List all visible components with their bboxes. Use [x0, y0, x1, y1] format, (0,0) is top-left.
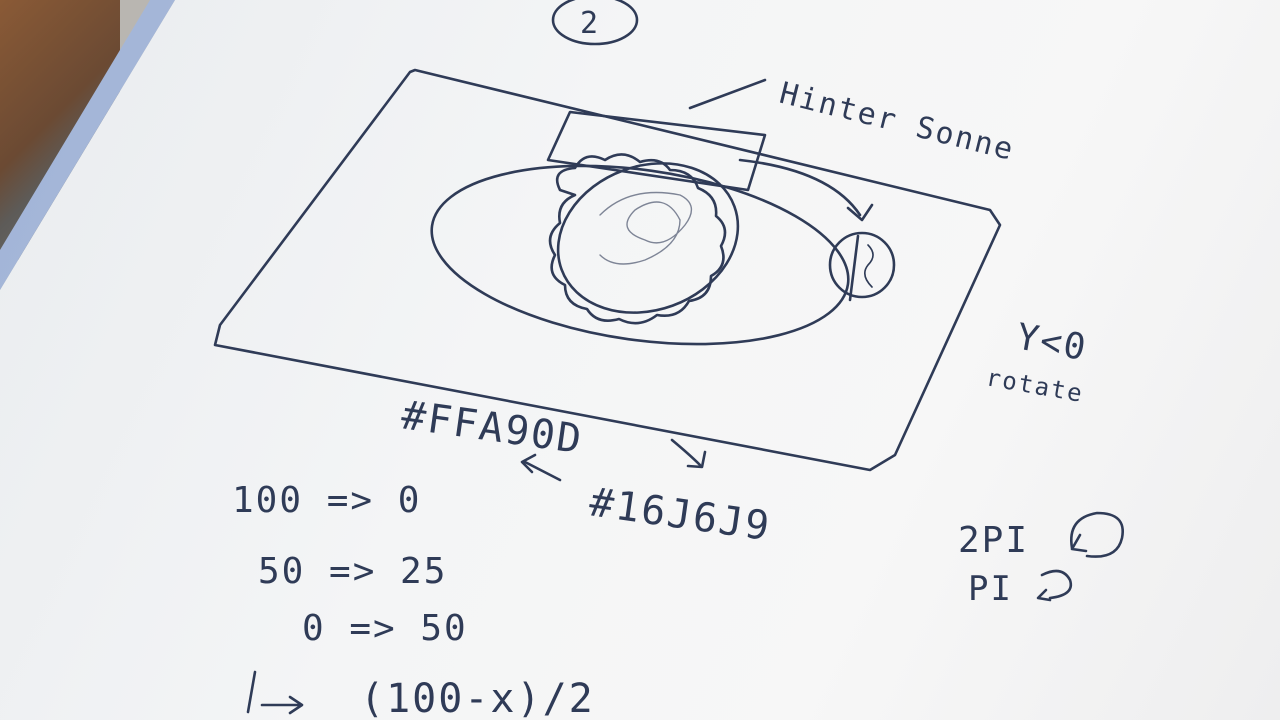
planet-axis — [848, 234, 860, 302]
orbit-arrow — [738, 158, 862, 217]
planet-circle — [828, 231, 896, 299]
behind-sun-rectangle — [546, 110, 767, 192]
label-rotate: rotate — [984, 363, 1086, 408]
color-to: #16J6J9 — [587, 479, 774, 550]
color-arrow-left-head — [520, 453, 537, 474]
mapping-line-3: 0 => 50 — [302, 608, 468, 649]
full-rotation-icon — [1069, 511, 1124, 558]
planet-shading — [864, 244, 874, 288]
color-arrow-right-head — [686, 450, 707, 469]
label-pointer-line — [688, 78, 767, 110]
sun-scribble — [599, 191, 693, 265]
page-number: 2 — [580, 6, 600, 41]
result-arrow — [260, 695, 304, 715]
mapping-formula: (100-x)/2 — [360, 676, 595, 720]
half-rotation-icon — [1036, 569, 1073, 602]
mapping-line-2: 50 => 25 — [258, 551, 447, 592]
label-hinter-sonne: Hinter Sonne — [776, 76, 1018, 168]
screen-frame — [213, 68, 1002, 472]
color-from: #FFA90D — [399, 392, 586, 463]
orbit-arrowhead — [846, 203, 874, 222]
mapping-line-1: 100 => 0 — [232, 480, 421, 521]
angle-full: 2PI — [958, 520, 1029, 561]
color-arrow-right — [670, 438, 702, 467]
result-bracket — [246, 670, 257, 714]
angle-half: PI — [968, 569, 1013, 609]
sun-corona — [548, 153, 727, 325]
color-arrow-left — [523, 460, 562, 482]
label-y-condition: Y<0 — [1013, 316, 1090, 369]
orbit-ellipse — [430, 164, 850, 346]
page-number-circle — [551, 0, 639, 46]
